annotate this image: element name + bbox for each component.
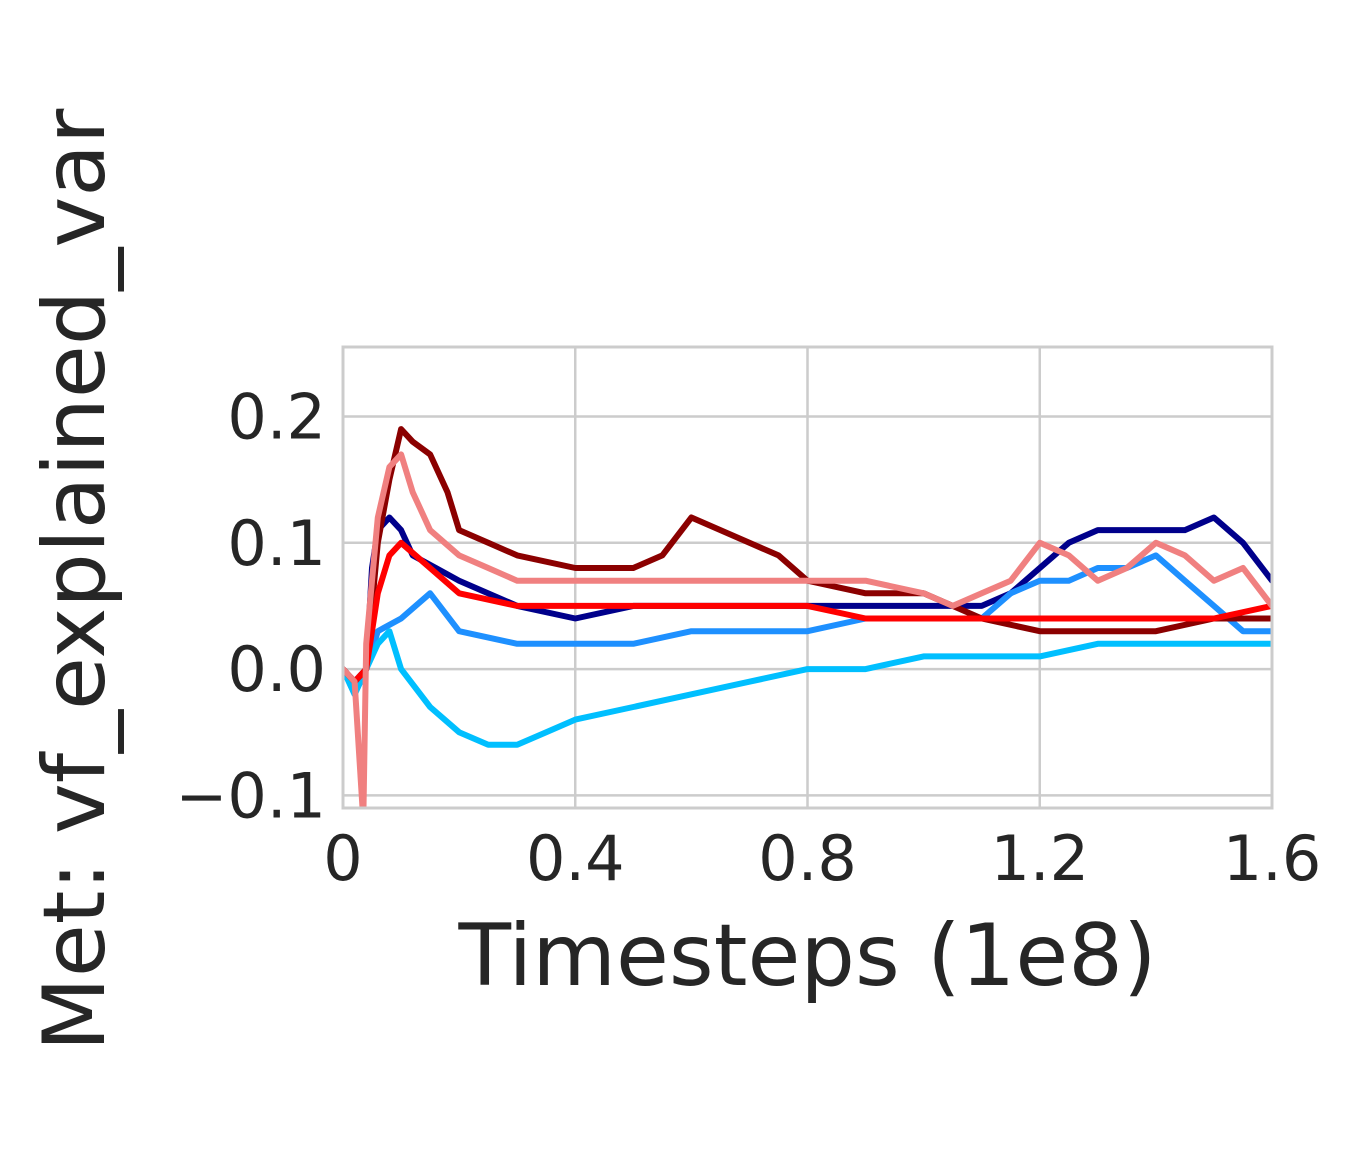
y-tick-label: 0.0 [227,633,326,706]
series-line-5 [343,539,1272,685]
series-line-4 [343,426,1272,685]
y-tick-label: 0.1 [227,507,326,580]
x-tick-label: 0.8 [758,822,857,895]
x-tick-label: 0.4 [526,822,625,895]
series-lines [343,426,1272,808]
y-tick-label: −0.1 [175,759,326,832]
x-tick-label: 1.2 [990,822,1089,895]
x-axis-label: Timesteps (1e8) [457,906,1156,1006]
series-line-2 [343,552,1272,698]
x-tick-labels: 0 0.4 0.8 1.2 1.6 [323,822,1321,895]
x-tick-label: 1.6 [1223,822,1322,895]
y-tick-labels: −0.1 0.0 0.1 0.2 [175,380,326,832]
y-tick-label: 0.2 [227,380,326,453]
x-tick-label: 0 [323,822,362,895]
plot-frame [341,345,1274,810]
y-axis-label: Met: vf_explained_var [25,108,125,1051]
series-line-3 [343,628,1272,748]
series-line-6 [343,451,1272,808]
